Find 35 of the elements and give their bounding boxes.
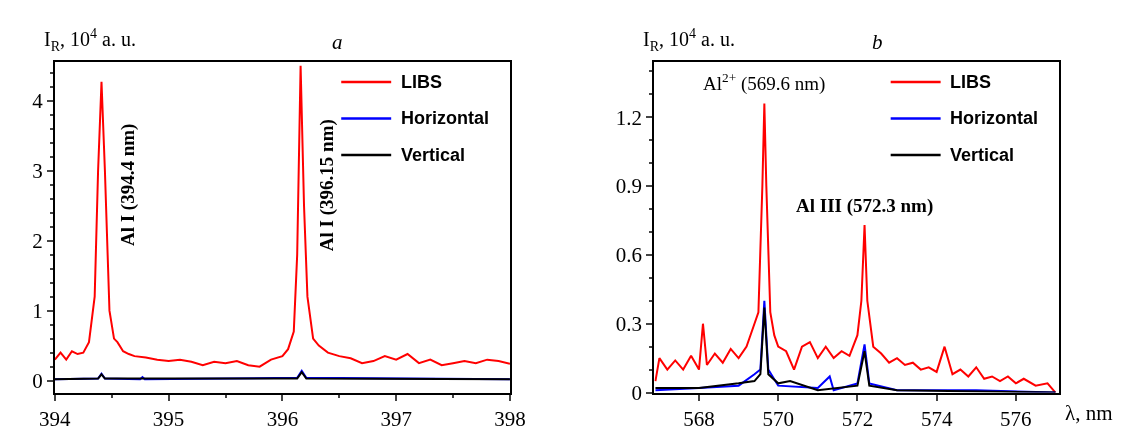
x-tick-label: 574 xyxy=(920,406,953,431)
annotation: Al$^{2+}$ (569.6 nm) xyxy=(703,70,826,95)
y-tick-label: 0 xyxy=(32,368,43,393)
annotation: Al III (572.3 nm) xyxy=(796,195,934,217)
x-tick-label: 395 xyxy=(152,406,185,431)
x-tick-label: 397 xyxy=(380,406,412,431)
y-tick-label: 3 xyxy=(32,159,43,184)
legend-label: Horizontal xyxy=(950,108,1038,128)
y-axis-title: I$_{R}$, 10$^{4}$ a. u. xyxy=(643,26,735,54)
x-tick-label: 394 xyxy=(39,406,72,431)
legend-label: Horizontal xyxy=(401,108,489,128)
y-tick-label: 0 xyxy=(631,380,643,405)
y-tick-label: 0.9 xyxy=(615,174,643,199)
x-tick-label: 570 xyxy=(762,406,794,431)
chart-title: a xyxy=(332,30,343,54)
annotation: Al I (394.4 nm) xyxy=(116,123,139,247)
y-tick-label: 0.3 xyxy=(615,312,643,337)
chart-title: b xyxy=(872,30,883,54)
legend-label: LIBS xyxy=(950,72,992,92)
y-tick-label: 0.6 xyxy=(615,243,643,268)
y-tick-label: 1 xyxy=(32,299,43,324)
x-tick-label: 572 xyxy=(841,406,874,431)
x-tick-label: 576 xyxy=(1000,406,1032,431)
y-axis-title: I$_{R}$, 10$^{4}$ a. u. xyxy=(44,26,136,54)
x-tick-label: 568 xyxy=(683,406,715,431)
y-tick-label: 2 xyxy=(32,229,43,254)
annotation: Al I (396.15 nm) xyxy=(315,119,338,252)
legend-label: LIBS xyxy=(401,72,443,92)
y-tick-label: 4 xyxy=(32,89,44,114)
x-tick-label: 398 xyxy=(494,406,526,431)
legend-label: Vertical xyxy=(401,145,466,165)
legend-label: Vertical xyxy=(950,145,1015,165)
y-tick-label: 1.2 xyxy=(615,105,643,130)
x-axis-title: λ, nm xyxy=(1065,401,1113,425)
x-tick-label: 396 xyxy=(266,406,299,431)
